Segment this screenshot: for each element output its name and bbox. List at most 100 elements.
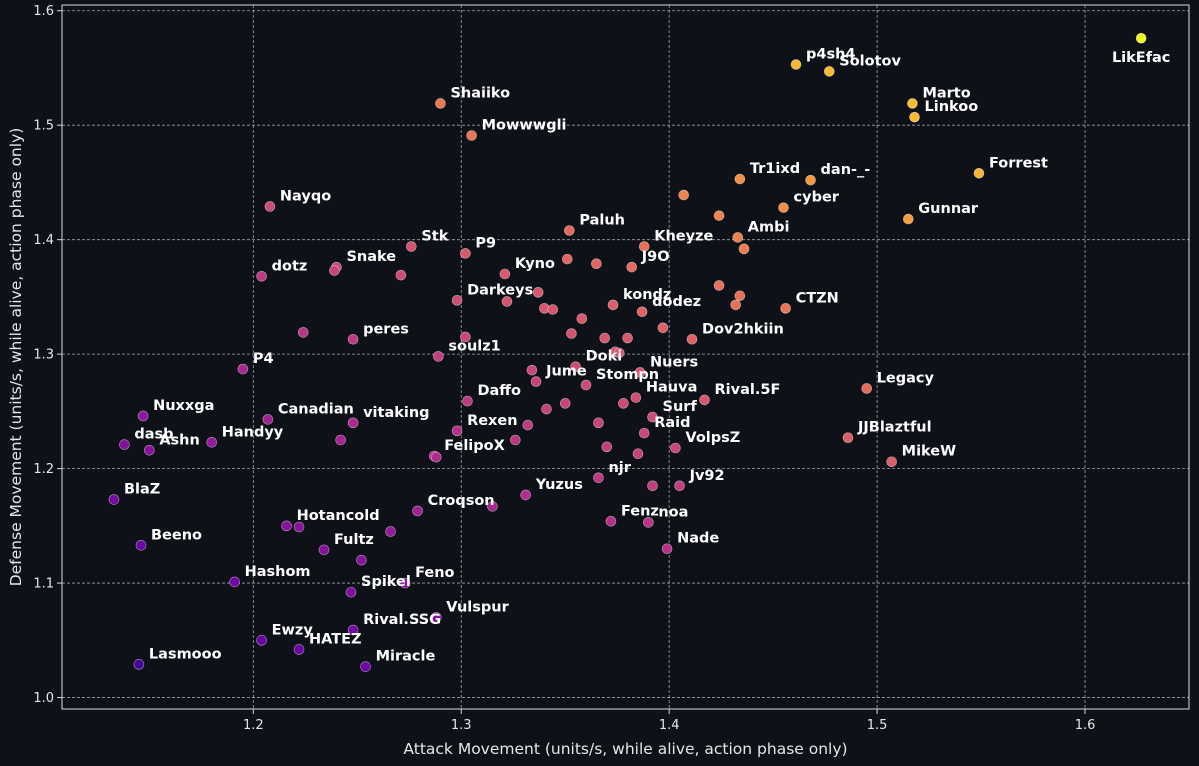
point-label: Paluh	[579, 213, 625, 229]
point-label: Daffo	[477, 383, 521, 399]
y-tick-label: 1.5	[33, 119, 54, 134]
point-label: Yuzus	[535, 477, 583, 493]
point-label: P4	[253, 351, 274, 367]
point-label: Ashn	[159, 432, 200, 448]
point-label: JJBlaztful	[857, 420, 932, 436]
point-label: Fenz	[621, 503, 659, 519]
scatter-point	[678, 189, 690, 201]
scatter-point	[613, 347, 625, 359]
scatter-point	[973, 167, 985, 179]
point-label: Jv92	[689, 468, 725, 484]
scatter-point	[430, 451, 442, 463]
point-label: P9	[475, 235, 496, 251]
scatter-point	[647, 480, 658, 492]
scatter-point	[902, 213, 914, 225]
point-label: Surf	[663, 399, 698, 415]
point-label: Rival.SSG	[363, 612, 441, 628]
y-tick-label: 1.0	[33, 691, 54, 706]
scatter-point	[435, 98, 446, 109]
scatter-point	[570, 361, 581, 373]
scatter-point	[564, 225, 575, 236]
scatter-point	[591, 258, 602, 270]
scatter-point	[399, 577, 411, 589]
point-label: Marto	[922, 85, 970, 101]
scatter-point	[643, 517, 654, 528]
point-label: Croqson	[428, 493, 495, 509]
scatter-point	[356, 554, 367, 566]
scatter-point	[499, 268, 511, 280]
scatter-point	[778, 202, 789, 213]
point-label: Shaiiko	[450, 85, 510, 101]
scatter-point	[861, 383, 873, 394]
scatter-point	[293, 521, 305, 533]
scatter-point	[561, 253, 573, 265]
y-tick-label: 1.4	[33, 233, 54, 248]
y-tick-label: 1.6	[33, 4, 54, 19]
x-tick-label: 1.5	[867, 718, 888, 733]
scatter-point	[605, 515, 617, 527]
point-label: Linkoo	[925, 99, 979, 115]
point-label: Vulspur	[446, 599, 509, 615]
scatter-point	[487, 501, 498, 512]
point-label: J9O	[641, 249, 670, 265]
scatter-point	[237, 363, 249, 375]
scatter-point	[734, 173, 746, 185]
scatter-point	[566, 328, 577, 339]
point-label: CTZN	[796, 290, 839, 306]
point-label: VolpsZ	[685, 430, 740, 446]
scatter-point	[559, 398, 571, 409]
point-label: Kheyze	[654, 229, 713, 245]
scatter-point	[526, 364, 538, 376]
y-tick-label: 1.1	[33, 577, 54, 592]
scatter-point	[530, 376, 542, 387]
x-tick-label: 1.6	[1075, 718, 1096, 733]
scatter-point	[395, 269, 407, 281]
point-label: Handyy	[222, 424, 284, 440]
y-axis-label: Defense Movement (units/s, while alive, …	[7, 128, 25, 587]
scatter-point	[607, 299, 619, 311]
point-label: vitaking	[363, 405, 429, 421]
point-label: Tr1ixd	[750, 161, 800, 177]
scatter-point	[734, 290, 746, 302]
point-label: dan-_-	[821, 162, 871, 178]
scatter-point	[347, 333, 359, 345]
scatter-point	[297, 327, 309, 338]
point-label: Darkeys	[467, 282, 533, 298]
y-tick-label: 1.3	[33, 348, 54, 363]
scatter-point	[686, 333, 698, 345]
point-label: Spikel	[361, 574, 411, 590]
scatter-point	[462, 395, 473, 407]
scatter-point	[532, 287, 544, 298]
scatter-point	[460, 248, 471, 259]
point-label: dodez	[652, 294, 701, 310]
point-label: dasb	[134, 427, 173, 443]
scatter-point	[229, 576, 240, 588]
data-points	[108, 32, 1147, 672]
scatter-point	[430, 612, 442, 623]
scatter-point	[347, 417, 359, 429]
scatter-point	[674, 480, 685, 492]
point-label: Canadian	[278, 401, 354, 417]
point-label: Nade	[677, 531, 719, 547]
point-label: Hotancold	[297, 508, 380, 524]
scatter-point	[823, 66, 835, 77]
scatter-point	[406, 241, 417, 252]
scatter-point	[412, 505, 423, 517]
scatter-point	[713, 280, 725, 291]
point-label: Dov2hkiin	[702, 321, 784, 337]
point-label: Stk	[421, 229, 448, 245]
grid-lines	[62, 5, 1189, 709]
point-label: peres	[363, 321, 409, 337]
scatter-point	[730, 299, 742, 311]
scatter-point	[144, 444, 155, 456]
scatter-point	[576, 313, 588, 324]
scatter-point	[256, 270, 267, 282]
point-label: Legacy	[877, 370, 935, 386]
point-label: HATEZ	[309, 631, 362, 647]
scatter-point	[638, 241, 650, 252]
point-label: Feno	[415, 565, 454, 581]
scatter-point	[137, 410, 149, 422]
x-axis-label: Attack Movement (units/s, while alive, a…	[403, 740, 847, 758]
point-label: Gunnar	[918, 201, 979, 217]
point-label: Forrest	[989, 155, 1048, 171]
